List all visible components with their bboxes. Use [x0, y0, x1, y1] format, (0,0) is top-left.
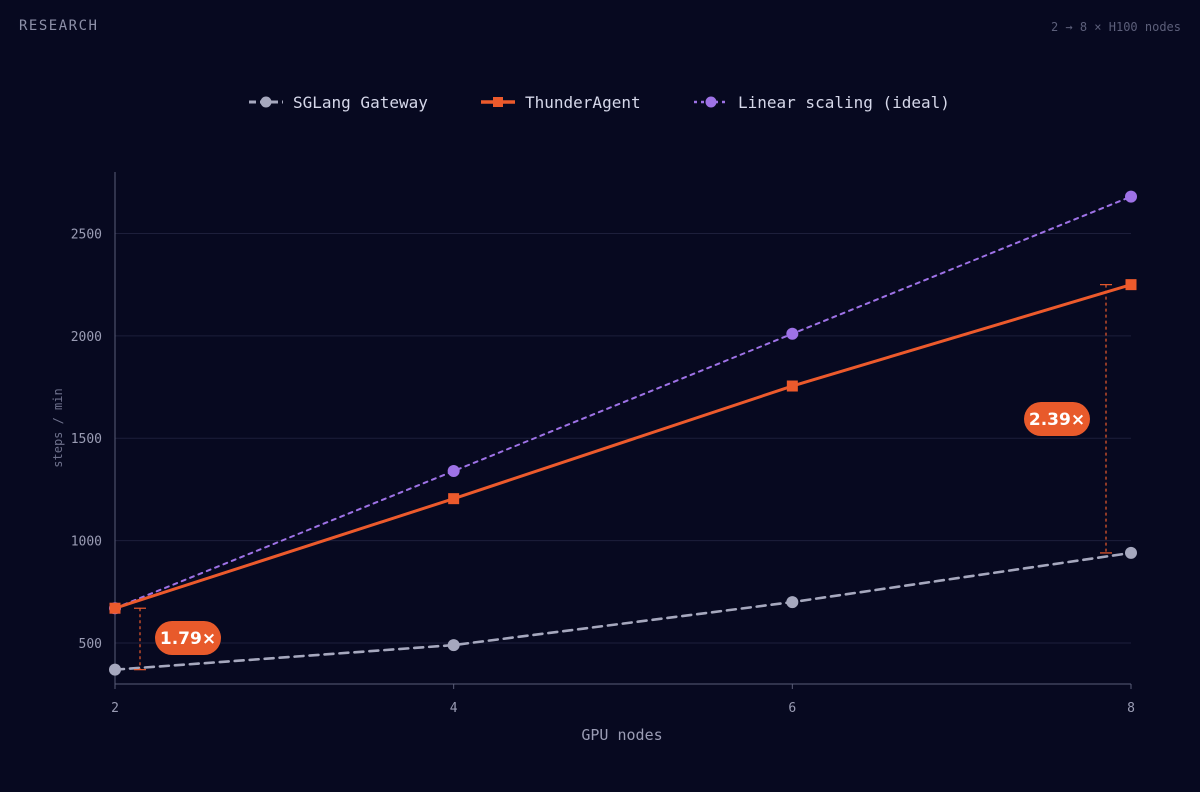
legend-label: ThunderAgent	[525, 93, 641, 112]
data-point-circle	[786, 327, 799, 340]
series-line-1	[113, 283, 1133, 610]
legend-swatch-marker	[705, 96, 717, 108]
y-tick-label: 1500	[71, 432, 102, 447]
legend-label: SGLang Gateway	[293, 93, 428, 112]
legend-item: SGLang Gateway	[249, 93, 428, 112]
x-tick-label: 6	[788, 701, 796, 716]
gap-badge-label: 2.39×	[1029, 410, 1085, 430]
data-point-circle	[447, 639, 460, 652]
legend-swatch-marker	[260, 96, 272, 108]
chart-grid	[115, 232, 1131, 644]
x-tick-label: 8	[1127, 701, 1135, 716]
x-tick-label: 2	[111, 701, 119, 716]
legend-label: Linear scaling (ideal)	[738, 93, 950, 112]
y-tick-label: 2000	[71, 330, 102, 345]
x-tick-label: 4	[450, 701, 458, 716]
gap-annotation: 2.39×	[1024, 284, 1112, 554]
data-point-circle	[786, 596, 799, 609]
data-point-square	[109, 602, 121, 614]
series-line-2	[114, 195, 1132, 610]
data-point-circle	[109, 663, 121, 676]
data-point-circle	[1125, 546, 1137, 559]
data-point-square	[786, 380, 798, 392]
y-tick-label: 2500	[71, 227, 102, 242]
gap-annotation: 1.79×	[134, 607, 221, 671]
data-point-square	[1125, 279, 1137, 291]
chart-series	[109, 190, 1137, 676]
context-label: 2 → 8 × H100 nodes	[1050, 20, 1181, 34]
y-tick-label: 500	[79, 637, 102, 652]
gap-badge	[155, 621, 221, 655]
x-axis-label: GPU nodes	[581, 726, 662, 744]
gap-badge	[1024, 402, 1090, 436]
section-label: RESEARCH	[19, 18, 99, 34]
legend-swatch-marker	[493, 97, 503, 107]
legend-item: ThunderAgent	[481, 93, 641, 112]
gap-badge-label: 1.79×	[160, 629, 216, 649]
data-point-circle	[447, 465, 460, 478]
y-axis-label: steps / min	[51, 388, 65, 467]
data-point-circle	[1125, 190, 1137, 203]
chart-axes: 500 1000 1500 2000 2500 2 4 6 8 GPU nodes steps / …	[51, 172, 1135, 744]
chart-annotations: 1.79× 2.39×	[134, 284, 1112, 671]
data-point-square	[448, 493, 460, 505]
series-line-0	[113, 551, 1133, 671]
legend-item: Linear scaling (ideal)	[694, 93, 950, 112]
chart-legend: SGLang Gateway ThunderAgent Linear scaling…	[249, 93, 950, 112]
y-tick-label: 1000	[71, 535, 102, 550]
